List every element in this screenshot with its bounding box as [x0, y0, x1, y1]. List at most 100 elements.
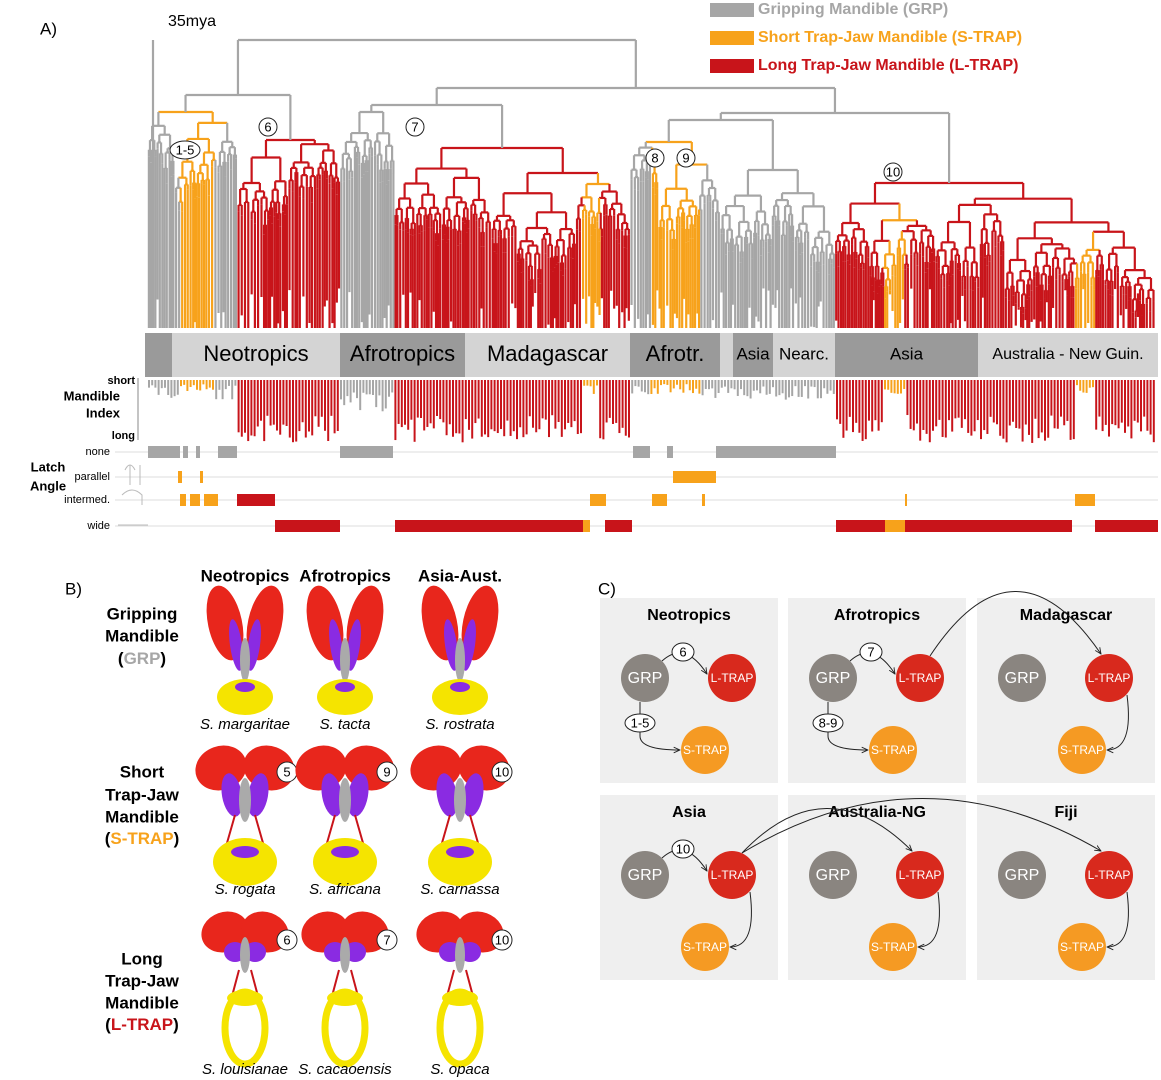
arrow — [730, 891, 752, 947]
edge-marker — [671, 839, 695, 859]
paren: ( — [118, 649, 124, 668]
state-node — [621, 654, 669, 702]
muscle — [329, 619, 343, 671]
axis-title: Index — [86, 405, 121, 420]
node-marker — [491, 761, 513, 783]
species-label: S. margaritae — [200, 716, 290, 733]
state-node — [1085, 654, 1133, 702]
region-label: Nearc. — [779, 344, 829, 363]
panel-label: C) — [598, 579, 616, 598]
node-marker — [883, 162, 903, 182]
muscle — [462, 773, 484, 817]
head — [217, 679, 273, 715]
row-title: Mandible — [105, 807, 179, 826]
latch-block — [590, 494, 606, 506]
state-label: S-TRAP — [1060, 743, 1104, 757]
edge-marker — [859, 642, 883, 662]
region-band — [172, 333, 340, 377]
state-node — [896, 851, 944, 899]
muscle — [247, 773, 269, 817]
mandible-illustration — [421, 585, 499, 715]
paren: ) — [174, 829, 180, 848]
region-label: Asia — [736, 344, 770, 363]
axis-label: short — [108, 375, 136, 387]
head — [442, 990, 478, 1006]
edge-label: 7 — [867, 644, 874, 659]
node-label: 6 — [283, 932, 290, 947]
state-node — [681, 726, 729, 774]
latch-block — [652, 494, 667, 506]
apodeme — [455, 937, 465, 973]
region-label: Australia - New Guin. — [992, 346, 1143, 363]
region-label: Asia — [890, 344, 924, 363]
state-node — [896, 654, 944, 702]
state-node — [869, 923, 917, 971]
head — [317, 679, 373, 715]
state-label: S-TRAP — [1060, 940, 1104, 954]
latch-block — [190, 494, 200, 506]
species-label: S. rostrata — [425, 716, 494, 733]
arrow — [1107, 891, 1129, 947]
node-label: 10 — [495, 764, 509, 779]
node-label: 8 — [651, 150, 658, 165]
head — [227, 990, 263, 1006]
state-node — [869, 726, 917, 774]
region-label: Neotropics — [203, 341, 308, 366]
edge-label: 10 — [676, 841, 690, 856]
row-title: Trap-Jaw — [105, 785, 179, 804]
muscle — [321, 773, 343, 817]
region-band — [465, 333, 630, 377]
apodeme — [340, 638, 350, 682]
muscle — [229, 619, 243, 671]
latch-block — [836, 520, 885, 532]
region-label: Afrotropics — [350, 341, 455, 366]
region-label: Afrotr. — [646, 341, 705, 366]
legend-label: Short Trap-Jaw Mandible (S-TRAP) — [758, 29, 1022, 46]
state-label: GRP — [1005, 867, 1040, 884]
state-node — [809, 654, 857, 702]
state-label: S-TRAP — [871, 940, 915, 954]
latch-block — [275, 520, 340, 532]
species-label: S. africana — [309, 881, 381, 898]
region-label: Madagascar — [487, 341, 608, 366]
node-label: 10 — [886, 164, 900, 179]
arrow — [827, 702, 868, 750]
row-abbr: (GRP) — [118, 649, 166, 668]
node-label: 7 — [383, 932, 390, 947]
latch-block — [905, 520, 1072, 532]
state-label: L-TRAP — [1088, 868, 1131, 882]
mandible-illustration — [295, 745, 395, 886]
arrow — [741, 798, 1101, 854]
mandible-illustration — [206, 585, 284, 715]
latch-block — [673, 471, 716, 483]
region-band — [773, 333, 835, 377]
latch-block — [178, 471, 182, 483]
region-band — [733, 333, 773, 377]
abbr: GRP — [124, 649, 161, 668]
state-label: S-TRAP — [683, 940, 727, 954]
column-title: Afrotropics — [299, 566, 391, 585]
node-marker — [169, 140, 201, 160]
state-label: L-TRAP — [899, 671, 942, 685]
box-title: Fiji — [1054, 804, 1077, 821]
state-node — [1085, 851, 1133, 899]
region-band — [340, 333, 465, 377]
box-title: Asia — [672, 804, 706, 821]
apodeme — [340, 937, 350, 973]
region-band — [630, 333, 720, 377]
legend-label: Gripping Mandible (GRP) — [758, 1, 948, 18]
node-label: 10 — [495, 932, 509, 947]
row-abbr: (L-TRAP) — [105, 1015, 179, 1034]
species-label: S. rogata — [215, 881, 276, 898]
latch-block — [583, 520, 590, 532]
muscle — [231, 846, 259, 858]
abbr: S-TRAP — [110, 829, 173, 848]
muscle — [446, 846, 474, 858]
latch-level: parallel — [75, 471, 110, 483]
row-title: Long — [121, 949, 163, 968]
latch-block — [196, 446, 200, 458]
state-node — [708, 654, 756, 702]
arrow — [929, 591, 1101, 657]
